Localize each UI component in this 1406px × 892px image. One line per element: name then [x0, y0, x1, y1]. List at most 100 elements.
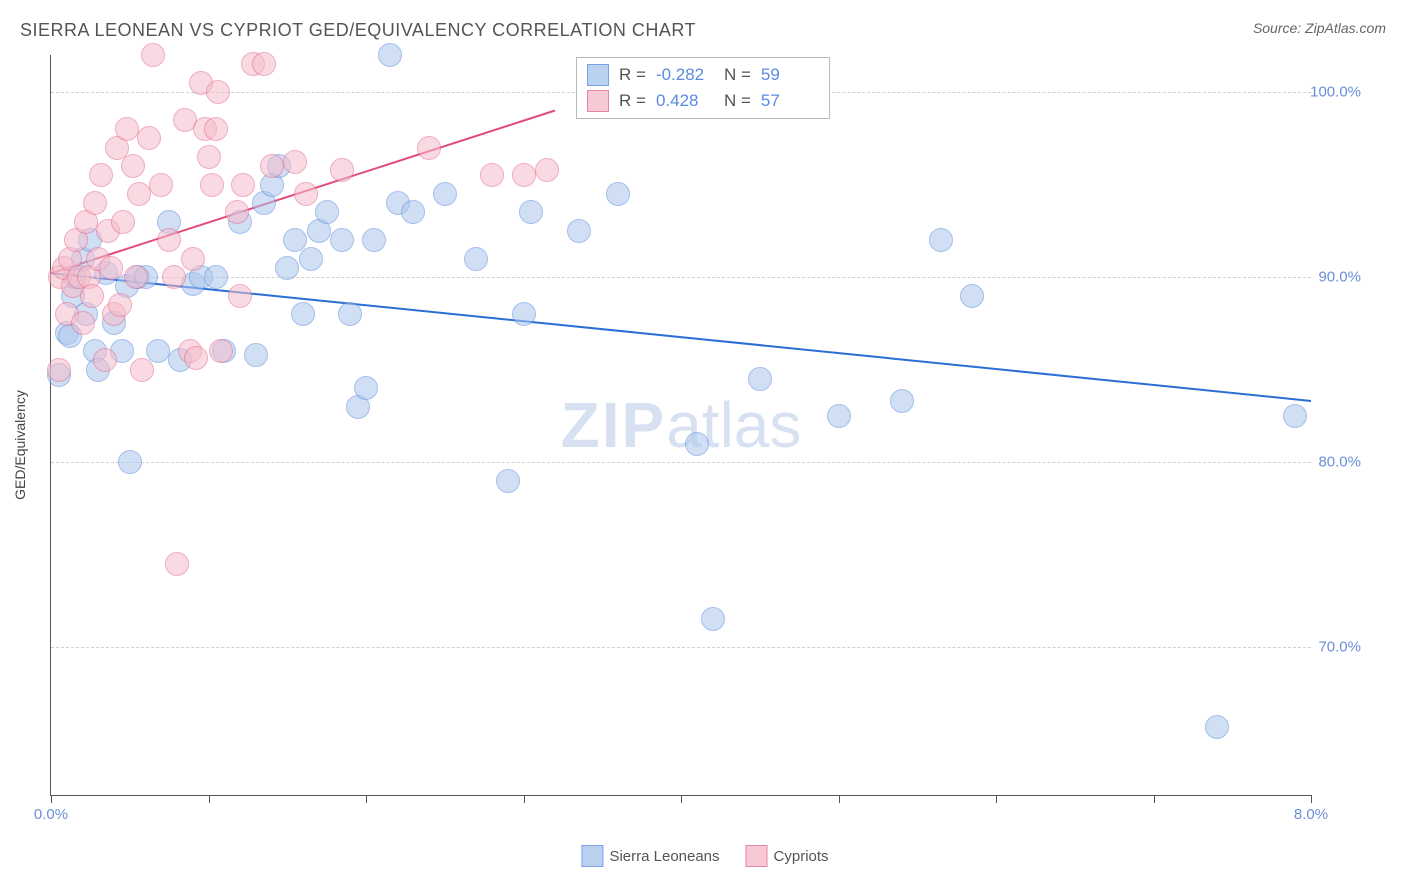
scatter-point — [118, 450, 142, 474]
legend: Sierra Leoneans Cypriots — [581, 845, 828, 867]
scatter-point — [330, 228, 354, 252]
x-tick — [209, 795, 210, 803]
stats-row: R =-0.282N =59 — [583, 62, 823, 88]
scatter-point — [252, 52, 276, 76]
scatter-point — [137, 126, 161, 150]
scatter-point — [294, 182, 318, 206]
scatter-point — [184, 346, 208, 370]
legend-swatch — [746, 845, 768, 867]
scatter-point — [535, 158, 559, 182]
scatter-point — [130, 358, 154, 382]
scatter-point — [47, 358, 71, 382]
x-tick — [524, 795, 525, 803]
plot-container: ZIPatlas 70.0%80.0%90.0%100.0%0.0%8.0%R … — [50, 55, 1360, 835]
x-tick — [51, 795, 52, 803]
scatter-point — [362, 228, 386, 252]
legend-swatch — [581, 845, 603, 867]
x-tick — [681, 795, 682, 803]
scatter-point — [606, 182, 630, 206]
scatter-point — [209, 339, 233, 363]
x-tick-label: 0.0% — [34, 806, 68, 823]
scatter-point — [701, 607, 725, 631]
scatter-point — [165, 552, 189, 576]
scatter-point — [149, 173, 173, 197]
scatter-point — [960, 284, 984, 308]
plot-area: ZIPatlas 70.0%80.0%90.0%100.0%0.0%8.0%R … — [50, 55, 1311, 796]
stats-swatch — [587, 64, 609, 86]
scatter-point — [890, 389, 914, 413]
scatter-point — [1205, 715, 1229, 739]
scatter-point — [291, 302, 315, 326]
scatter-point — [330, 158, 354, 182]
scatter-point — [204, 265, 228, 289]
scatter-point — [204, 117, 228, 141]
legend-item: Cypriots — [746, 845, 829, 867]
legend-label: Cypriots — [774, 848, 829, 865]
scatter-point — [338, 302, 362, 326]
stats-r-label: R = — [619, 65, 646, 85]
stats-n-label: N = — [724, 91, 751, 111]
y-tick-label: 80.0% — [1318, 454, 1361, 471]
scatter-point — [827, 404, 851, 428]
scatter-point — [1283, 404, 1307, 428]
stats-box: R =-0.282N =59R =0.428N =57 — [576, 57, 830, 119]
scatter-point — [197, 145, 221, 169]
scatter-point — [567, 219, 591, 243]
scatter-point — [181, 247, 205, 271]
scatter-point — [283, 150, 307, 174]
scatter-point — [512, 302, 536, 326]
scatter-point — [519, 200, 543, 224]
scatter-point — [162, 265, 186, 289]
scatter-point — [496, 469, 520, 493]
watermark-zip: ZIP — [561, 389, 667, 461]
scatter-point — [929, 228, 953, 252]
scatter-point — [401, 200, 425, 224]
x-tick — [1154, 795, 1155, 803]
scatter-point — [93, 348, 117, 372]
legend-item: Sierra Leoneans — [581, 845, 719, 867]
y-tick-label: 70.0% — [1318, 639, 1361, 656]
x-tick — [839, 795, 840, 803]
scatter-point — [206, 80, 230, 104]
scatter-point — [512, 163, 536, 187]
x-tick-label: 8.0% — [1294, 806, 1328, 823]
stats-row: R = 0.428 N = 57 — [583, 88, 823, 114]
stats-n-label: N = — [724, 65, 751, 85]
scatter-point — [315, 200, 339, 224]
legend-label: Sierra Leoneans — [609, 848, 719, 865]
trend-lines — [51, 55, 1311, 795]
scatter-point — [225, 200, 249, 224]
scatter-point — [748, 367, 772, 391]
scatter-point — [115, 117, 139, 141]
stats-r-value: 0.428 — [656, 91, 714, 111]
scatter-point — [685, 432, 709, 456]
scatter-point — [260, 154, 284, 178]
scatter-point — [464, 247, 488, 271]
scatter-point — [80, 284, 104, 308]
scatter-point — [141, 43, 165, 67]
scatter-point — [200, 173, 224, 197]
x-tick — [996, 795, 997, 803]
scatter-point — [71, 311, 95, 335]
scatter-point — [354, 376, 378, 400]
scatter-point — [157, 228, 181, 252]
scatter-point — [231, 173, 255, 197]
chart-title: SIERRA LEONEAN VS CYPRIOT GED/EQUIVALENC… — [20, 20, 696, 41]
scatter-point — [480, 163, 504, 187]
stats-r-value: -0.282 — [656, 65, 714, 85]
scatter-point — [99, 256, 123, 280]
watermark: ZIPatlas — [561, 388, 802, 462]
scatter-point — [275, 256, 299, 280]
y-gridline — [51, 277, 1311, 278]
scatter-point — [299, 247, 323, 271]
scatter-point — [108, 293, 132, 317]
stats-n-value: 57 — [761, 91, 819, 111]
scatter-point — [124, 265, 148, 289]
y-tick-label: 100.0% — [1310, 84, 1361, 101]
scatter-point — [433, 182, 457, 206]
stats-r-label: R = — [619, 91, 646, 111]
y-gridline — [51, 647, 1311, 648]
y-tick-label: 90.0% — [1318, 269, 1361, 286]
scatter-point — [89, 163, 113, 187]
scatter-point — [244, 343, 268, 367]
